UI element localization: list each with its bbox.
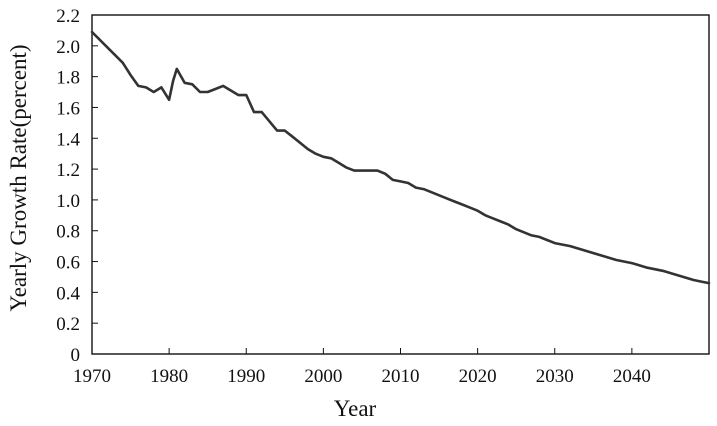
y-tick-label: 2.2: [56, 6, 80, 27]
x-tick-label: 2000: [304, 366, 342, 387]
y-tick-label: 0.2: [56, 314, 80, 335]
y-tick-label: 1.2: [56, 160, 80, 181]
y-tick-label: 2.0: [56, 37, 80, 58]
x-tick-label: 1980: [150, 366, 188, 387]
x-tick-label: 2030: [536, 366, 574, 387]
y-tick-label: 1.6: [56, 98, 80, 119]
y-tick-label: 1.8: [56, 68, 80, 89]
y-tick-label: 0: [71, 345, 81, 366]
x-tick-label: 1990: [227, 366, 265, 387]
y-tick-label: 0.6: [56, 253, 80, 274]
x-tick-label: 1970: [73, 366, 111, 387]
y-tick-label: 1.4: [56, 129, 80, 150]
y-tick-label: 1.0: [56, 191, 80, 212]
x-axis-title: Year: [334, 396, 377, 421]
x-tick-label: 2020: [459, 366, 497, 387]
y-tick-label: 0.4: [56, 283, 80, 304]
series-line: [90, 30, 711, 285]
y-axis-title: Yearly Growth Rate(percent): [6, 44, 31, 311]
plot-frame: [91, 14, 710, 355]
x-tick-label: 2040: [613, 366, 651, 387]
y-tick-label: 0.8: [56, 222, 80, 243]
x-tick-label: 2010: [382, 366, 420, 387]
